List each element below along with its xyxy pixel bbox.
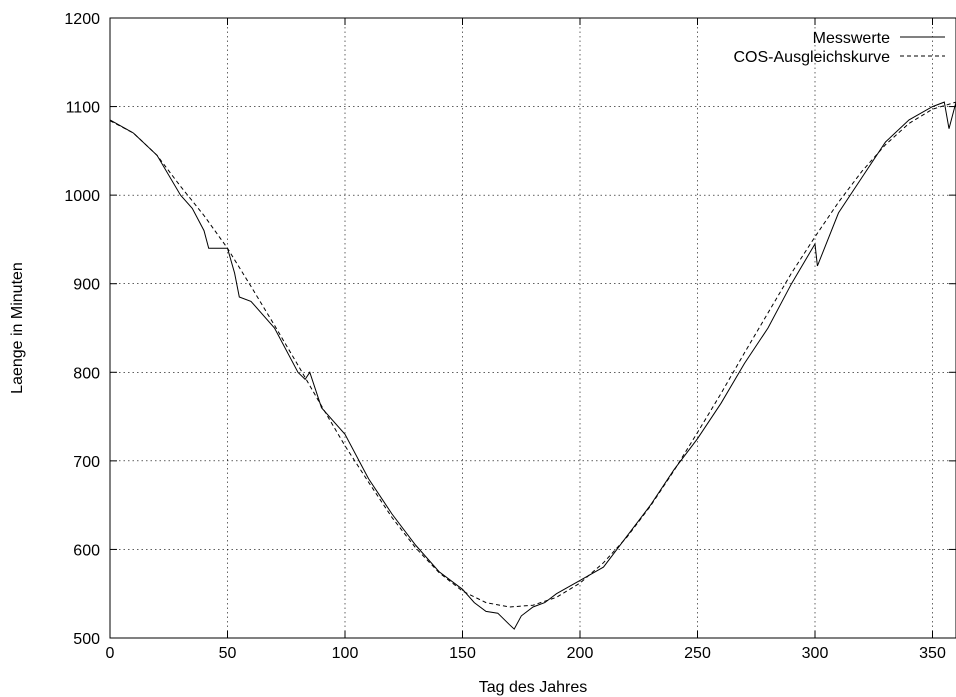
y-tick-label: 700 xyxy=(73,454,100,471)
grid-lines xyxy=(110,18,956,638)
x-tick-label: 100 xyxy=(332,645,359,662)
series-line-messwerte xyxy=(109,101,956,630)
y-tick-label: 1000 xyxy=(64,188,100,205)
y-tick-label: 1100 xyxy=(66,100,101,117)
data-series xyxy=(109,101,956,630)
y-axis-ticks: 500 600 700 800 900 1000 1100 1200 xyxy=(64,11,956,648)
x-axis-ticks: 0 50 100 150 200 250 300 350 xyxy=(106,18,946,662)
y-tick-label: 800 xyxy=(73,365,100,382)
x-tick-label: 300 xyxy=(802,645,829,662)
x-tick-label: 150 xyxy=(449,645,476,662)
y-tick-label: 900 xyxy=(73,277,100,294)
x-tick-label: 0 xyxy=(106,645,115,662)
x-tick-label: 50 xyxy=(219,645,237,662)
plot-frame xyxy=(109,17,956,639)
y-tick-label: 500 xyxy=(73,631,100,648)
x-tick-label: 250 xyxy=(684,645,711,662)
x-axis-label: Tag des Jahres xyxy=(479,679,588,696)
x-tick-label: 200 xyxy=(567,645,594,662)
series-line-cos-ausgleichskurve xyxy=(109,101,956,608)
y-tick-label: 1200 xyxy=(64,11,100,28)
legend-label-cos-ausgleichskurve: COS-Ausgleichskurve xyxy=(734,49,891,66)
legend: Messwerte COS-Ausgleichskurve xyxy=(734,30,945,66)
y-axis-label: Laenge in Minuten xyxy=(9,262,26,394)
x-tick-label: 350 xyxy=(919,645,946,662)
legend-label-messwerte: Messwerte xyxy=(813,30,890,47)
y-tick-label: 600 xyxy=(73,542,100,559)
